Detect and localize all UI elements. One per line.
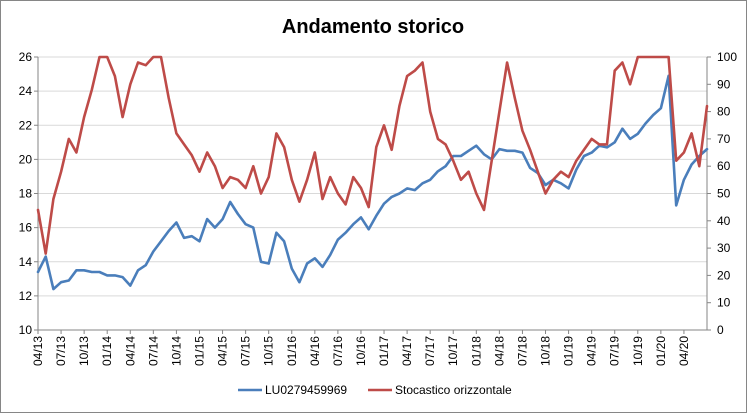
y-left-tick-label: 20 [19,152,33,166]
x-tick-label: 01/14 [100,336,114,366]
y-left-tick-label: 10 [19,323,33,337]
x-tick-label: 04/17 [400,336,414,366]
y-left-tick-label: 14 [19,255,33,269]
x-tick-label: 04/18 [492,336,506,366]
y-left-tick-label: 12 [19,289,33,303]
y-left-tick-label: 16 [19,221,33,235]
x-tick-label: 10/18 [539,336,553,366]
y-right-tick-label: 70 [717,132,731,146]
legend-label-1: LU0279459969 [265,383,347,397]
y-right-tick-label: 20 [717,268,731,282]
x-tick-label: 04/16 [308,336,322,366]
legend-label-2: Stocastico orizzontale [395,383,512,397]
x-tick-label: 07/15 [239,336,253,366]
x-tick-label: 01/20 [654,336,668,366]
x-tick-label: 04/14 [123,336,137,366]
y-right-tick-label: 80 [717,105,731,119]
series-line-1 [36,74,709,291]
legend: LU0279459969 Stocastico orizzontale [238,383,512,397]
x-tick-label: 01/18 [469,336,483,366]
x-tick-label: 01/15 [192,336,206,366]
x-tick-label: 04/15 [216,336,230,366]
x-tick-label: 07/13 [54,336,68,366]
x-tick-label: 04/13 [31,336,45,366]
x-tick-label: 07/17 [423,336,437,366]
x-tick-label: 04/19 [585,336,599,366]
y-left-tick-label: 24 [19,84,33,98]
y-right-tick-label: 90 [717,77,731,91]
series-layer [36,55,709,291]
x-tick-label: 10/17 [446,336,460,366]
x-tick-label: 10/16 [354,336,368,366]
y-left-tick-label: 26 [19,50,33,64]
y-left-tick-label: 18 [19,187,33,201]
x-tick-label: 10/13 [77,336,91,366]
x-tick-label: 07/14 [146,336,160,366]
x-tick-label: 07/18 [515,336,529,366]
chart-title: Andamento storico [282,16,464,38]
x-tick-label: 04/20 [677,336,691,366]
x-tick-label: 10/15 [262,336,276,366]
y-right-tick-label: 0 [717,323,724,337]
x-tick-label: 01/19 [562,336,576,366]
y-right-tick-label: 10 [717,296,731,310]
x-tick-label: 07/19 [608,336,622,366]
x-tick-label: 01/16 [285,336,299,366]
y-left-tick-label: 22 [19,118,33,132]
y-right-tick-label: 30 [717,241,731,255]
x-tick-label: 10/19 [631,336,645,366]
grid-layer [38,56,707,297]
x-tick-label: 07/16 [331,336,345,366]
x-tick-label: 10/14 [169,336,183,366]
axis-layer: 10 12 14 16 18 20 22 24 26 0 10 20 30 40 50 60 70 80 90 100… [19,50,738,366]
x-tick-label: 01/17 [377,336,391,366]
y-right-tick-label: 50 [717,187,731,201]
y-right-tick-label: 40 [717,214,731,228]
y-right-tick-label: 100 [717,50,737,64]
y-right-tick-label: 60 [717,159,731,173]
series-line-2 [36,55,709,255]
